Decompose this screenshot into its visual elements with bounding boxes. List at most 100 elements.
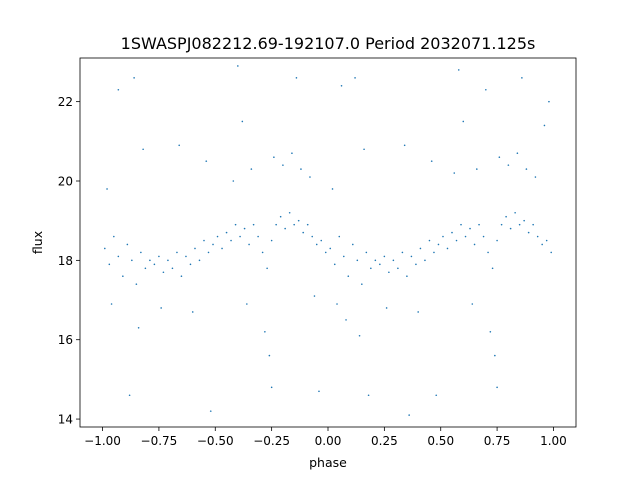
data-point (295, 77, 298, 79)
data-point (117, 255, 120, 258)
data-point (428, 239, 431, 242)
data-point (516, 152, 519, 155)
data-point (525, 168, 528, 170)
data-point (437, 243, 440, 246)
data-point (176, 251, 178, 254)
data-point (162, 271, 165, 274)
data-point (248, 243, 250, 246)
data-point (489, 330, 492, 333)
data-point (306, 223, 309, 226)
data-point (442, 235, 444, 238)
x-axis-label: phase (309, 455, 347, 470)
data-point (415, 263, 417, 266)
data-point (476, 168, 478, 170)
data-point (180, 275, 183, 278)
data-point (126, 243, 129, 246)
data-point (485, 88, 487, 91)
data-point (406, 275, 408, 278)
x-tick-label: −0.25 (253, 434, 290, 448)
data-point (534, 176, 537, 178)
data-point (548, 100, 550, 103)
data-point (144, 267, 147, 270)
data-point (311, 235, 314, 238)
data-point (160, 307, 162, 309)
data-point (385, 307, 388, 309)
data-point (171, 267, 174, 270)
y-axis-label: flux (30, 231, 45, 254)
data-point (550, 251, 552, 254)
data-point (536, 235, 539, 238)
data-point (543, 124, 546, 127)
data-point (191, 311, 194, 313)
data-point (379, 263, 381, 266)
data-point (514, 211, 516, 214)
data-point (113, 235, 115, 238)
y-tick-label: 14 (58, 413, 73, 427)
data-point (225, 231, 228, 234)
data-point (320, 239, 323, 242)
data-point (338, 235, 341, 238)
data-point (408, 414, 410, 416)
data-point (527, 231, 530, 234)
data-point (203, 239, 205, 242)
data-point (167, 259, 169, 262)
data-point (234, 223, 237, 226)
data-point (270, 386, 273, 389)
data-point (128, 394, 131, 397)
data-point (261, 251, 264, 254)
data-point (354, 77, 356, 79)
data-point (324, 251, 327, 254)
data-point (545, 239, 548, 242)
data-point (500, 223, 503, 226)
data-point (491, 267, 494, 270)
data-point (137, 327, 140, 329)
data-point (365, 251, 368, 254)
data-point (496, 386, 498, 389)
data-point (410, 255, 413, 258)
data-point (232, 180, 235, 182)
data-point (446, 247, 449, 250)
data-point (291, 152, 293, 155)
data-point (198, 259, 201, 262)
data-point (435, 394, 438, 397)
data-point (482, 235, 485, 238)
x-axis: −1.00 −0.75 −0.50 −0.25 0.00 0.25 0.50 0.75 1.00 (84, 427, 567, 448)
data-point (106, 188, 108, 190)
data-point (140, 251, 142, 254)
data-point (487, 251, 489, 254)
data-point (457, 69, 460, 71)
data-point (455, 239, 458, 242)
data-point (153, 263, 156, 266)
data-point (257, 235, 259, 238)
data-point (417, 311, 419, 313)
data-point (318, 390, 320, 393)
data-point (117, 88, 120, 91)
data-point (361, 283, 363, 285)
data-point (523, 219, 525, 222)
x-tick-label: −1.00 (84, 434, 121, 448)
data-point (279, 215, 282, 218)
data-point (133, 77, 135, 79)
data-point (433, 251, 435, 254)
data-point (358, 334, 361, 337)
data-point (356, 259, 359, 262)
data-point (509, 227, 512, 230)
data-point (505, 215, 507, 218)
data-point (507, 164, 510, 166)
data-point (282, 164, 284, 166)
data-point (329, 247, 332, 250)
y-tick-label: 16 (58, 333, 73, 347)
data-point (397, 267, 399, 270)
data-point (494, 354, 496, 357)
data-point (243, 227, 246, 230)
data-point (374, 259, 377, 262)
data-point (336, 303, 338, 305)
data-point (383, 255, 386, 258)
data-point (367, 394, 370, 397)
data-point (352, 243, 354, 246)
data-point (541, 243, 543, 246)
y-tick-label: 20 (58, 175, 73, 189)
chart-title: 1SWASPJ082212.69-192107.0 Period 2032071… (121, 34, 536, 53)
x-tick-label: 1.00 (540, 434, 567, 448)
data-point (333, 263, 336, 266)
